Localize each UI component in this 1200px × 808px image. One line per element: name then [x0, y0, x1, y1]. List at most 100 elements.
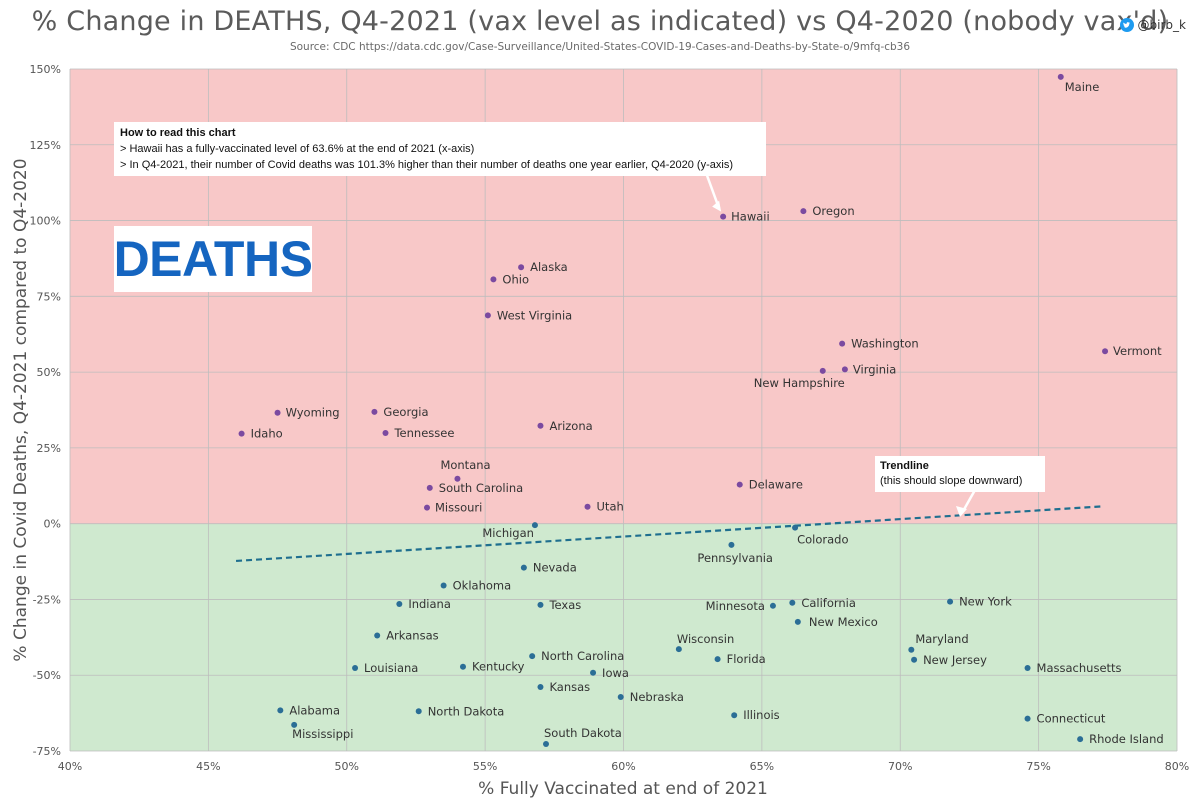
deaths-banner: DEATHS [113, 226, 313, 292]
data-point-new-hampshire [819, 367, 826, 374]
point-label: Oklahoma [453, 579, 512, 593]
data-point-connecticut [1024, 715, 1031, 722]
point-label: Texas [548, 598, 581, 612]
data-point-south-dakota [543, 741, 550, 748]
point-label: Nebraska [630, 690, 684, 704]
point-label: Maryland [915, 632, 968, 646]
x-tick-label: 80% [1165, 760, 1189, 773]
x-axis-title: % Fully Vaccinated at end of 2021 [478, 779, 768, 799]
point-label: Rhode Island [1089, 732, 1164, 746]
data-point-georgia [371, 408, 378, 415]
point-label: Maine [1065, 80, 1100, 94]
source-note: Source: CDC https://data.cdc.gov/Case-Su… [289, 41, 911, 53]
y-axis-title: % Change in Covid Deaths, Q4-2021 compar… [11, 158, 31, 661]
data-point-washington [839, 340, 846, 347]
point-label: Massachusetts [1037, 661, 1122, 675]
data-point-new-mexico [794, 618, 801, 625]
y-tick-label: 100% [30, 215, 61, 228]
data-point-wisconsin [675, 646, 682, 653]
point-label: Washington [851, 337, 919, 351]
data-point-north-dakota [415, 708, 422, 715]
howto-line-1: > Hawaii has a fully-vaccinated level of… [120, 143, 475, 155]
y-tick-label: 0% [44, 518, 61, 531]
point-label: Wisconsin [677, 632, 734, 646]
data-point-new-jersey [911, 656, 918, 663]
howto-title: How to read this chart [120, 127, 236, 139]
y-tick-label: -50% [33, 669, 61, 682]
point-label: Colorado [797, 533, 848, 547]
point-label: Michigan [482, 526, 534, 540]
point-label: Connecticut [1037, 712, 1106, 726]
point-label: Kansas [549, 680, 590, 694]
how-to-read-box: How to read this chart > Hawaii has a fu… [114, 122, 766, 176]
data-point-indiana [396, 600, 403, 607]
point-label: Ohio [502, 272, 529, 286]
y-tick-label: -25% [33, 593, 61, 606]
data-point-nevada [520, 564, 527, 571]
point-label: Oregon [812, 204, 854, 218]
point-label: Indiana [408, 597, 451, 611]
trendline [235, 505, 1103, 563]
point-label: Hawaii [731, 210, 770, 224]
trendline-note-box: Trendline (this should slope downward) [875, 456, 1045, 492]
y-tick-label: 50% [37, 366, 61, 379]
howto-line-2: > In Q4-2021, their number of Covid deat… [120, 159, 733, 171]
data-point-hawaii [720, 213, 727, 220]
data-point-montana [454, 475, 461, 482]
point-label: West Virginia [497, 308, 572, 322]
data-point-iowa [590, 669, 597, 676]
data-point-louisiana [352, 664, 359, 671]
x-tick-label: 60% [611, 760, 635, 773]
data-point-tennessee [382, 430, 389, 437]
point-label: Arkansas [386, 629, 438, 643]
author-handle[interactable]: @birb_k [1119, 18, 1186, 32]
data-point-idaho [238, 430, 245, 437]
hawaii-arrow-line [703, 169, 721, 210]
point-label: South Dakota [544, 726, 622, 740]
point-label: New York [959, 595, 1012, 609]
data-point-maryland [908, 646, 915, 653]
y-tick-label: 75% [37, 290, 61, 303]
data-point-wyoming [274, 409, 281, 416]
data-point-delaware [736, 481, 743, 488]
handle-text[interactable]: @birb_k [1137, 18, 1186, 32]
point-label: New Hampshire [754, 376, 845, 390]
point-label: Missouri [435, 501, 482, 515]
point-label: Delaware [749, 478, 803, 492]
point-label: Kentucky [472, 660, 525, 674]
point-label: Utah [597, 500, 624, 514]
data-point-arkansas [374, 632, 381, 639]
data-point-alaska [518, 264, 525, 271]
data-point-new-york [947, 598, 954, 605]
x-tick-label: 75% [1026, 760, 1050, 773]
point-label: Minnesota [706, 599, 765, 613]
data-point-mississippi [291, 721, 298, 728]
point-label: Iowa [602, 666, 629, 680]
data-point-nebraska [617, 694, 624, 701]
data-point-kansas [537, 684, 544, 691]
data-point-minnesota [769, 602, 776, 609]
data-point-alabama [277, 707, 284, 714]
data-point-pennsylvania [728, 541, 735, 548]
data-point-rhode-island [1077, 736, 1084, 743]
point-label: New Mexico [809, 615, 878, 629]
trendline-arrow-head [956, 506, 967, 517]
point-label: New Jersey [923, 653, 987, 667]
data-point-florida [714, 656, 721, 663]
y-tick-label: 25% [37, 442, 61, 455]
data-point-texas [537, 601, 544, 608]
point-label: Pennsylvania [697, 551, 773, 565]
deaths-label: DEATHS [113, 231, 313, 287]
data-point-virginia [841, 366, 848, 373]
data-point-west-virginia [484, 312, 491, 319]
twitter-bird-icon [1119, 18, 1134, 32]
point-label: North Dakota [428, 704, 505, 718]
point-label: Montana [440, 458, 490, 472]
point-label: Alaska [530, 260, 568, 274]
chart-title: % Change in DEATHS, Q4-2021 (vax level a… [31, 6, 1169, 37]
data-point-oklahoma [440, 582, 447, 589]
data-point-south-carolina [426, 484, 433, 491]
data-point-illinois [731, 712, 738, 719]
hawaii-arrow-head [712, 200, 722, 212]
point-label: Virginia [853, 362, 896, 376]
